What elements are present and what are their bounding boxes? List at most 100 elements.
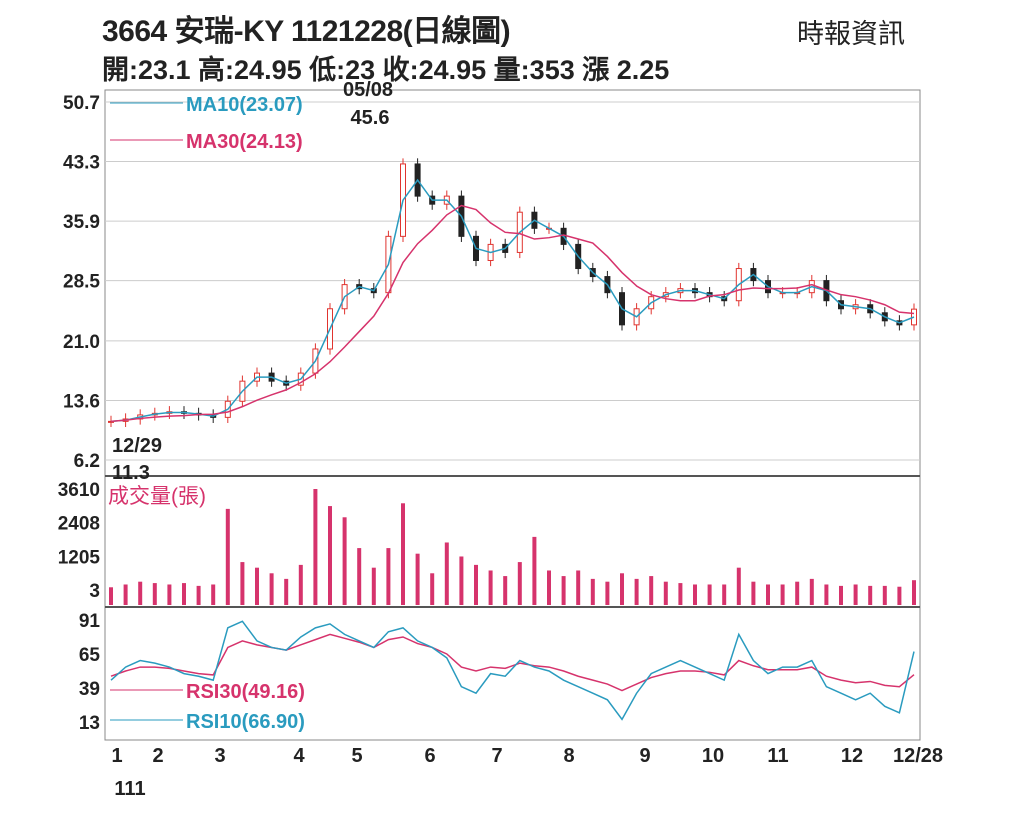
volume-bar xyxy=(298,564,303,605)
volume-bar xyxy=(561,576,566,605)
ohlc-stats: 開:23.1 高:24.95 低:23 收:24.95 量:353 漲 2.25 xyxy=(102,55,670,85)
high-date-annotation: 05/08 xyxy=(343,79,393,101)
high-value-annotation: 45.6 xyxy=(351,107,390,129)
volume-bar xyxy=(678,583,683,605)
volume-bar xyxy=(780,584,785,605)
volume-bar xyxy=(868,585,873,605)
y-tick-label: 6.2 xyxy=(74,451,100,472)
volume-title: 成交量(張) xyxy=(108,485,206,508)
rsi10-line xyxy=(110,620,915,721)
volume-bar xyxy=(313,489,318,605)
volume-bar xyxy=(839,585,843,605)
volume-bar xyxy=(225,508,230,605)
x-tick-label: 9 xyxy=(639,745,650,767)
x-tick-label: 8 xyxy=(563,745,574,767)
volume-bar xyxy=(795,581,800,605)
volume-bar xyxy=(722,584,727,605)
volume-bar xyxy=(809,578,814,605)
y-tick-label: 13.6 xyxy=(63,391,100,412)
y-tick-label: 65 xyxy=(79,645,101,666)
source-label: 時報資訊 xyxy=(797,19,905,49)
volume-bar xyxy=(897,586,902,605)
y-tick-label: 43.3 xyxy=(63,153,100,174)
x-tick-label: 1 xyxy=(111,745,122,767)
low-date-annotation: 12/29 xyxy=(112,435,162,457)
volume-bar xyxy=(430,573,435,605)
volume-bar xyxy=(357,548,362,605)
volume-bar xyxy=(123,584,128,605)
volume-bar xyxy=(167,584,172,605)
volume-bar xyxy=(342,517,347,605)
y-tick-label: 35.9 xyxy=(63,212,100,233)
volume-bar xyxy=(109,587,113,605)
volume-bar xyxy=(912,580,916,605)
volume-bar xyxy=(415,553,420,605)
volume-bar xyxy=(459,556,464,605)
volume-bar xyxy=(196,585,201,605)
volume-bar xyxy=(649,576,654,605)
volume-bar xyxy=(152,583,157,605)
volume-bar xyxy=(882,585,887,605)
volume-bar xyxy=(240,562,245,605)
volume-bar xyxy=(532,536,537,605)
x-tick-label: 4 xyxy=(293,745,305,767)
volume-bar xyxy=(824,584,829,605)
volume-bar xyxy=(751,581,756,605)
x-tick-label: 10 xyxy=(702,745,724,767)
ma30-line xyxy=(110,204,915,423)
y-tick-label: 28.5 xyxy=(63,272,100,293)
y-tick-label: 1205 xyxy=(58,547,101,568)
volume-bar xyxy=(693,584,697,605)
volume-bar xyxy=(853,584,858,605)
volume-bar xyxy=(255,567,259,605)
chart-title: 3664 安瑞-KY 1121228(日線圖) xyxy=(102,15,511,48)
x-tick-label: 11 xyxy=(767,745,788,767)
y-tick-label: 3610 xyxy=(58,480,100,501)
volume-bar xyxy=(503,576,508,605)
volume-bar xyxy=(605,581,610,605)
volume-bar xyxy=(182,583,186,605)
ma10-line xyxy=(110,178,915,423)
volume-bar xyxy=(590,578,595,605)
plot-frame xyxy=(104,89,921,741)
volume-bar xyxy=(371,567,376,605)
legend-label: MA10(23.07) xyxy=(186,94,303,116)
x-tick-label: 12 xyxy=(841,745,863,767)
volume-bar xyxy=(284,578,289,605)
volume-bar xyxy=(328,506,332,605)
x-tick-label: 5 xyxy=(351,745,362,767)
volume-bar xyxy=(663,581,668,605)
x-year-label: 111 xyxy=(114,778,145,800)
x-tick-label: 7 xyxy=(491,745,502,767)
volume-bar xyxy=(517,562,522,605)
volume-bar xyxy=(576,570,581,605)
volume-bar xyxy=(766,584,770,605)
volume-bar xyxy=(474,564,478,605)
volume-bar xyxy=(444,542,449,605)
legend-label: RSI30(49.16) xyxy=(186,681,305,703)
volume-bar xyxy=(386,548,391,605)
legend-label: RSI10(66.90) xyxy=(186,711,305,733)
low-value-annotation: 11.3 xyxy=(112,462,150,484)
volume-bar xyxy=(620,573,624,605)
y-tick-label: 50.7 xyxy=(63,93,100,114)
volume-bar xyxy=(547,570,551,605)
y-tick-label: 3 xyxy=(89,581,100,602)
rsi30-line xyxy=(110,633,915,692)
volume-bar xyxy=(269,573,274,605)
y-tick-label: 13 xyxy=(79,713,100,734)
volume-bar xyxy=(707,584,712,605)
y-tick-label: 39 xyxy=(79,679,100,700)
x-tick-label: 3 xyxy=(214,745,225,767)
volume-bar xyxy=(401,503,405,605)
volume-bar xyxy=(736,567,741,605)
y-tick-label: 91 xyxy=(79,611,101,632)
y-tick-label: 21.0 xyxy=(63,332,100,353)
volume-bar xyxy=(138,581,143,605)
volume-bar xyxy=(634,578,639,605)
y-tick-label: 2408 xyxy=(58,514,100,535)
x-tick-label: 12/28 xyxy=(893,745,943,767)
x-tick-label: 6 xyxy=(424,745,435,767)
volume-bar xyxy=(211,584,216,605)
